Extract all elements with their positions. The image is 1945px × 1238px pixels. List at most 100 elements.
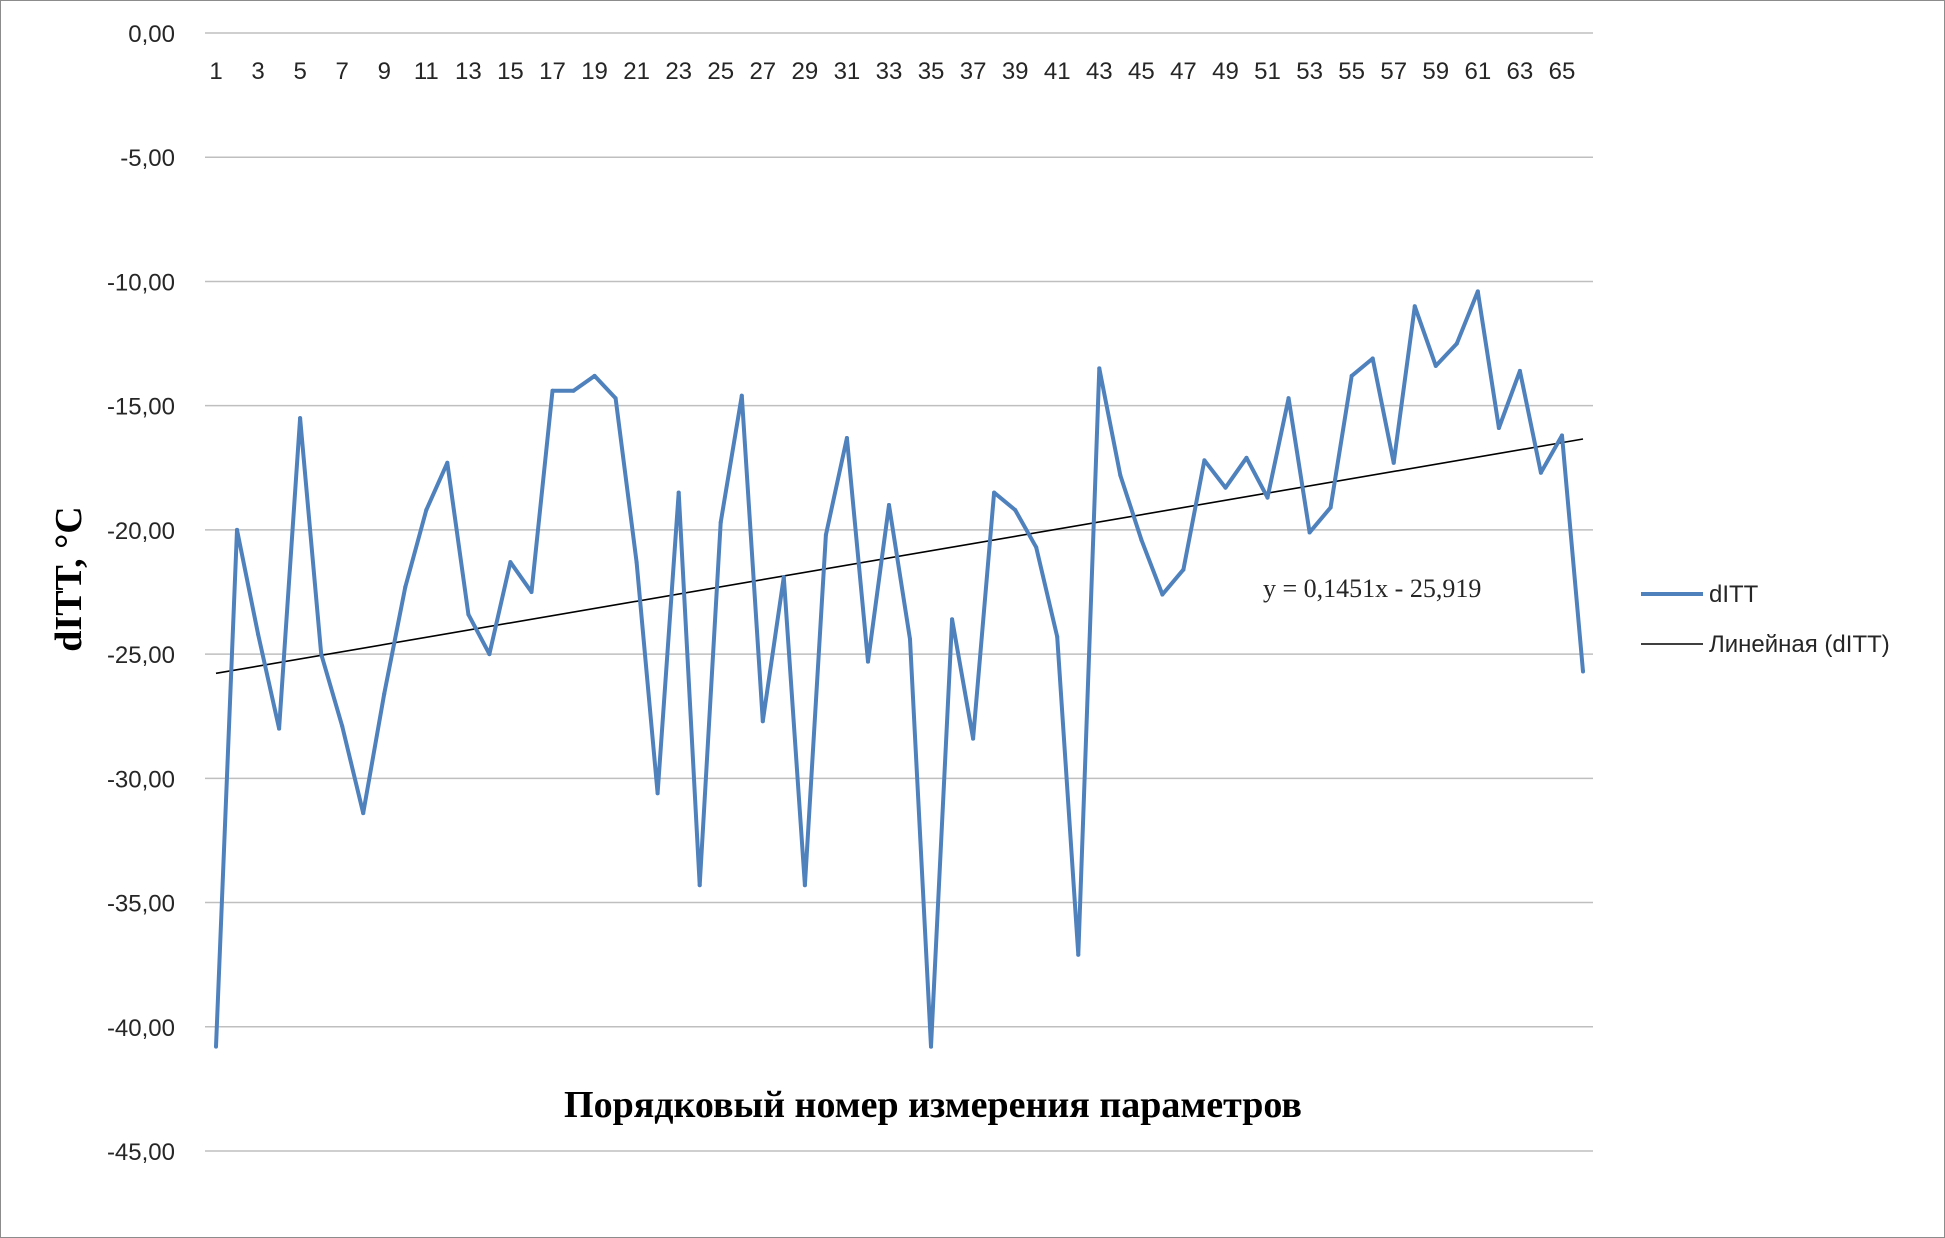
data-point	[298, 416, 303, 421]
x-tick-label: 5	[293, 58, 306, 85]
data-point	[1307, 530, 1312, 535]
data-point	[1097, 366, 1102, 371]
data-point	[445, 460, 450, 465]
data-point	[466, 612, 471, 617]
data-point	[1139, 537, 1144, 542]
x-tick-label: 47	[1170, 58, 1197, 85]
y-tick-label: -10,00	[107, 269, 175, 296]
data-point	[1412, 304, 1417, 309]
x-tick-label: 37	[960, 58, 987, 85]
data-point	[487, 652, 492, 657]
data-point	[1076, 952, 1081, 957]
y-axis-title: dITT, °C	[48, 506, 90, 651]
x-tick-label: 55	[1338, 58, 1365, 85]
data-point	[886, 503, 891, 508]
legend-dITT-label: dITT	[1709, 581, 1759, 608]
series-group	[214, 289, 1585, 1049]
y-tick-label: -45,00	[107, 1139, 175, 1166]
x-tick-label: 61	[1464, 58, 1491, 85]
data-point	[613, 396, 618, 401]
x-axis-title: Порядковый номер измерения параметров	[564, 1084, 1302, 1126]
gridlines	[205, 32, 1593, 1152]
trendline-group	[215, 438, 1584, 675]
legend: dITT Линейная (dITT)	[1641, 581, 1890, 658]
y-tick-label: -5,00	[120, 145, 175, 172]
data-point	[1181, 567, 1186, 572]
data-point	[950, 617, 955, 622]
data-point	[1244, 455, 1249, 460]
x-tick-label: 13	[455, 58, 482, 85]
data-point	[382, 691, 387, 696]
y-axis-tick-labels: 0,00 -5,00 -10,00 -15,00 -20,00 -25,00 -30,00 -…	[107, 21, 175, 1166]
data-point	[508, 560, 513, 565]
x-tick-label: 33	[876, 58, 903, 85]
data-point	[1581, 669, 1585, 674]
legend-trendline-label: Линейная (dITT)	[1709, 631, 1890, 658]
data-point	[403, 585, 408, 590]
y-tick-label: -15,00	[107, 394, 175, 421]
y-tick-label: -20,00	[107, 518, 175, 545]
data-point	[1391, 460, 1396, 465]
data-point	[718, 520, 723, 525]
x-tick-label: 35	[918, 58, 945, 85]
x-tick-label: 59	[1422, 58, 1449, 85]
data-point	[1034, 545, 1039, 550]
data-point	[1433, 363, 1438, 368]
trendline	[215, 438, 1584, 675]
data-point	[1538, 470, 1543, 475]
data-point	[1454, 341, 1459, 346]
data-point	[844, 435, 849, 440]
x-tick-label: 1	[209, 58, 222, 85]
y-tick-label: -30,00	[107, 766, 175, 793]
data-point	[592, 373, 597, 378]
data-point	[929, 1044, 934, 1049]
data-point	[277, 726, 282, 731]
data-point	[550, 388, 555, 393]
data-point	[992, 490, 997, 495]
data-point	[571, 388, 576, 393]
data-point	[1370, 356, 1375, 361]
data-point	[802, 883, 807, 888]
data-point	[760, 719, 765, 724]
y-tick-label: -35,00	[107, 891, 175, 918]
data-point	[214, 1044, 218, 1049]
data-point	[340, 724, 345, 729]
x-tick-label: 11	[414, 58, 439, 85]
data-point	[1160, 592, 1165, 597]
data-point	[424, 508, 429, 513]
x-axis-tick-labels: 1 3 5 7 9 11 13 15 17 19 21 23 25 27 29 31 33 35 37 39 41 43 4…	[209, 58, 1575, 85]
x-tick-label: 41	[1044, 58, 1071, 85]
x-tick-label: 57	[1380, 58, 1407, 85]
data-point	[634, 560, 639, 565]
x-tick-label: 9	[378, 58, 391, 85]
data-point	[739, 393, 744, 398]
data-point	[256, 632, 261, 637]
x-tick-label: 53	[1296, 58, 1323, 85]
data-point	[319, 652, 324, 657]
x-tick-label: 45	[1128, 58, 1155, 85]
data-point	[1118, 473, 1123, 478]
data-point	[361, 811, 366, 816]
x-tick-label: 17	[539, 58, 566, 85]
y-tick-label: 0,00	[128, 21, 175, 48]
x-tick-label: 23	[665, 58, 692, 85]
x-tick-label: 39	[1002, 58, 1029, 85]
x-tick-label: 51	[1254, 58, 1281, 85]
data-point	[1202, 458, 1207, 463]
data-point	[1328, 505, 1333, 510]
data-point	[865, 659, 870, 664]
y-tick-label: -25,00	[107, 642, 175, 669]
data-point	[1013, 508, 1018, 513]
data-point	[1286, 396, 1291, 401]
data-point	[971, 736, 976, 741]
data-point	[781, 575, 786, 580]
data-point	[529, 590, 534, 594]
data-point	[697, 883, 702, 888]
data-point	[1475, 289, 1480, 294]
data-point	[1559, 433, 1564, 438]
x-tick-label: 19	[581, 58, 608, 85]
data-point	[235, 527, 240, 532]
data-point	[676, 490, 681, 495]
